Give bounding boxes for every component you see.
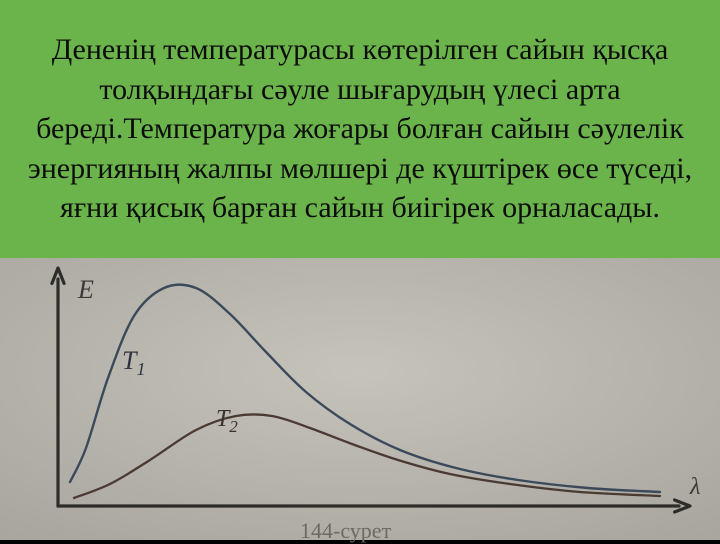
curve-label-t2: T2 — [216, 406, 238, 437]
svg-text:λ: λ — [689, 474, 700, 500]
description-text: Дененің температурасы көтерілген сайын қ… — [18, 30, 702, 228]
svg-text:E: E — [77, 275, 94, 304]
chart-panel: Eλ T1 T2 144-сурет — [0, 258, 720, 540]
emission-chart: Eλ — [0, 258, 720, 540]
chart-caption: 144-сурет — [300, 518, 391, 544]
curve-label-t1: T1 — [122, 346, 146, 380]
description-panel: Дененің температурасы көтерілген сайын қ… — [0, 0, 720, 258]
